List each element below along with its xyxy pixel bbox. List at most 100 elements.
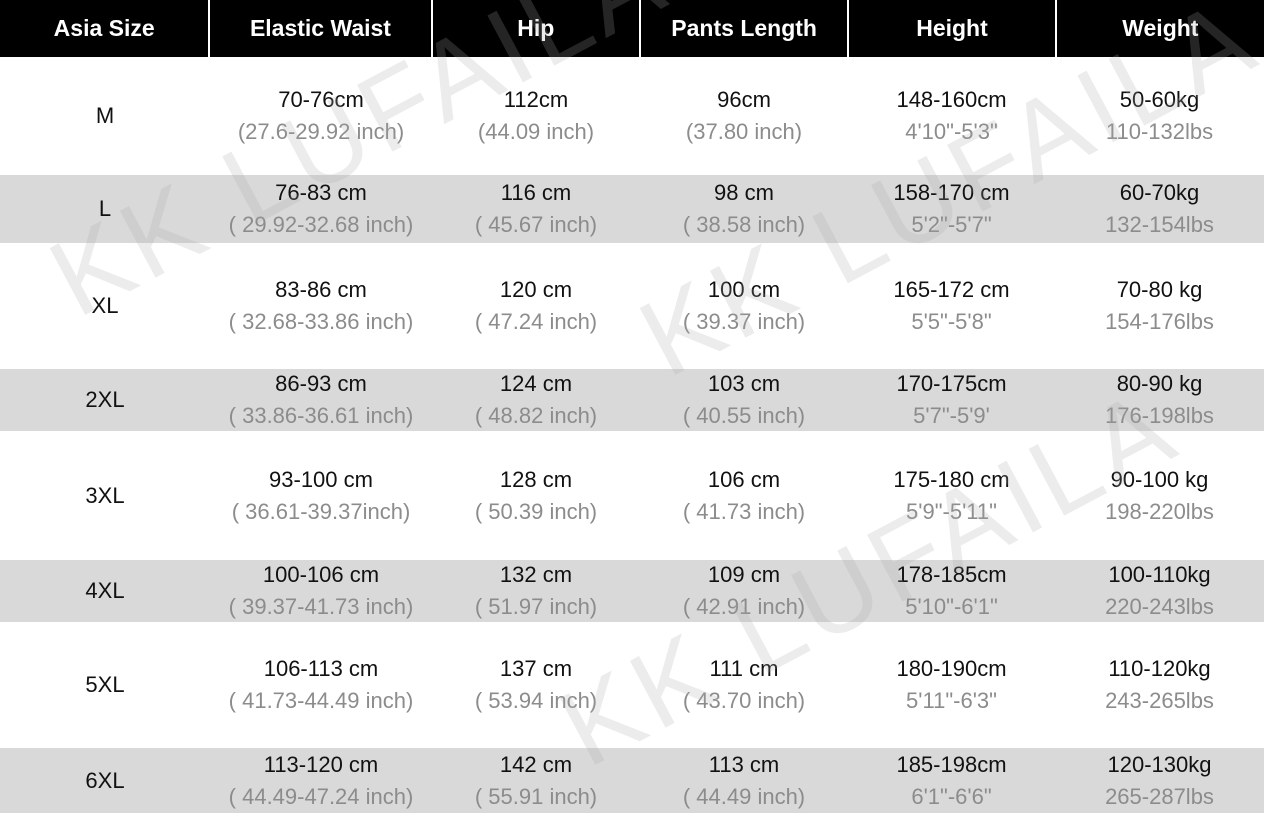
hip_in-value: ( 53.94 inch) [474, 688, 598, 713]
table-row: M 70-76cm (27.6-29.92 inch) 112cm (44.09 inc… [0, 57, 1264, 175]
length_in-value: ( 41.73 inch) [682, 498, 806, 524]
cell-hip: 112cm (44.09 inch) [432, 57, 640, 175]
height_ft-value: 5'9"-5'11" [906, 498, 997, 524]
waist-value: 93-100 cm [269, 466, 373, 492]
cell-size: L [0, 175, 210, 243]
weight_lbs-value: 110-132lbs [1105, 119, 1214, 144]
header-weight: Weight [1056, 0, 1264, 57]
cell-height: 165-172 cm 5'5"-5'8" [848, 243, 1055, 369]
cell-weight: 70-80 kg 154-176lbs [1055, 243, 1264, 369]
cell-size: 4XL [0, 560, 210, 622]
header-height: Height [849, 0, 1055, 57]
table-row: 3XL 93-100 cm ( 36.61-39.37inch) 128 cm ( 50… [0, 431, 1264, 560]
cell-hip: 128 cm ( 50.39 inch) [432, 431, 640, 560]
length-value: 100 cm [707, 277, 781, 302]
waist-value: 83-86 cm [275, 277, 367, 302]
table-row: 2XL 86-93 cm ( 33.86-36.61 inch) 124 cm ( 48… [0, 369, 1264, 431]
cell-length: 113 cm ( 44.49 inch) [640, 748, 848, 813]
height-value: 148-160cm [896, 87, 1007, 112]
length-value: 111 cm [709, 656, 779, 681]
cell-hip: 116 cm ( 45.67 inch) [432, 175, 640, 243]
cell-weight: 90-100 kg 198-220lbs [1055, 431, 1264, 560]
cell-length: 103 cm ( 40.55 inch) [640, 369, 848, 431]
cell-weight: 120-130kg 265-287lbs [1055, 748, 1264, 813]
cell-weight: 100-110kg 220-243lbs [1055, 560, 1264, 622]
hip-value: 124 cm [499, 371, 573, 396]
waist_in-value: ( 36.61-39.37inch) [231, 498, 411, 524]
length-value: 106 cm [707, 466, 781, 492]
waist_in-value: ( 29.92-32.68 inch) [228, 212, 414, 237]
waist-value: 86-93 cm [275, 371, 367, 396]
length_in-value: ( 40.55 inch) [682, 403, 806, 428]
cell-height: 148-160cm 4'10"-5'3" [848, 57, 1055, 175]
hip-value: 132 cm [499, 562, 573, 587]
cell-height: 158-170 cm 5'2"-5'7" [848, 175, 1055, 243]
length-value: 103 cm [707, 371, 781, 396]
weight-value: 60-70kg [1119, 180, 1200, 205]
size-value: XL [91, 293, 119, 318]
length-value: 96cm [717, 87, 771, 112]
waist-value: 76-83 cm [275, 180, 367, 205]
waist-value: 106-113 cm [263, 656, 379, 681]
hip-value: 142 cm [499, 751, 573, 777]
table-row: 4XL 100-106 cm ( 39.37-41.73 inch) 132 cm ( … [0, 560, 1264, 622]
weight-value: 90-100 kg [1110, 466, 1209, 492]
weight_lbs-value: 132-154lbs [1105, 212, 1214, 237]
table-row: 5XL 106-113 cm ( 41.73-44.49 inch) 137 cm ( … [0, 622, 1264, 748]
cell-weight: 50-60kg 110-132lbs [1055, 57, 1264, 175]
cell-hip: 137 cm ( 53.94 inch) [432, 622, 640, 748]
height-value: 170-175cm [896, 371, 1007, 396]
size-value: 6XL [85, 767, 125, 793]
height-value: 178-185cm [896, 562, 1007, 587]
cell-size: 3XL [0, 431, 210, 560]
hip-value: 116 cm [500, 180, 572, 205]
waist-value: 70-76cm [278, 87, 364, 112]
weight_lbs-value: 220-243lbs [1105, 594, 1214, 619]
waist_in-value: ( 39.37-41.73 inch) [228, 594, 414, 619]
header-hip: Hip [432, 0, 639, 57]
cell-size: 5XL [0, 622, 210, 748]
cell-waist: 76-83 cm ( 29.92-32.68 inch) [210, 175, 432, 243]
length_in-value: (37.80 inch) [685, 119, 803, 144]
cell-height: 178-185cm 5'10"-6'1" [848, 560, 1055, 622]
length_in-value: ( 43.70 inch) [682, 688, 806, 713]
cell-length: 100 cm ( 39.37 inch) [640, 243, 848, 369]
weight_lbs-value: 265-287lbs [1105, 783, 1214, 809]
cell-size: 2XL [0, 369, 210, 431]
cell-waist: 100-106 cm ( 39.37-41.73 inch) [210, 560, 432, 622]
waist-value: 113-120 cm [263, 751, 379, 777]
cell-hip: 132 cm ( 51.97 inch) [432, 560, 640, 622]
table-row: XL 83-86 cm ( 32.68-33.86 inch) 120 cm ( 47.… [0, 243, 1264, 369]
size-value: 3XL [85, 482, 125, 508]
height-value: 175-180 cm [893, 466, 1010, 492]
height_ft-value: 5'11"-6'3" [906, 688, 997, 713]
hip_in-value: ( 45.67 inch) [474, 212, 598, 237]
cell-size: M [0, 57, 210, 175]
height_ft-value: 4'10"-5'3" [905, 119, 998, 144]
height-value: 185-198cm [896, 751, 1007, 777]
weight_lbs-value: 176-198lbs [1105, 403, 1214, 428]
cell-waist: 86-93 cm ( 33.86-36.61 inch) [210, 369, 432, 431]
cell-length: 106 cm ( 41.73 inch) [640, 431, 848, 560]
weight-value: 110-120kg [1108, 656, 1211, 681]
length_in-value: ( 44.49 inch) [682, 783, 806, 809]
weight-value: 70-80 kg [1116, 277, 1203, 302]
cell-height: 180-190cm 5'11"-6'3" [848, 622, 1055, 748]
cell-waist: 83-86 cm ( 32.68-33.86 inch) [210, 243, 432, 369]
length-value: 109 cm [707, 562, 781, 587]
size-value: 4XL [85, 578, 125, 603]
length-value: 113 cm [708, 751, 780, 777]
weight-value: 50-60kg [1119, 87, 1200, 112]
waist_in-value: ( 32.68-33.86 inch) [228, 309, 414, 334]
cell-waist: 93-100 cm ( 36.61-39.37inch) [210, 431, 432, 560]
hip_in-value: ( 51.97 inch) [474, 594, 598, 619]
cell-length: 109 cm ( 42.91 inch) [640, 560, 848, 622]
waist_in-value: (27.6-29.92 inch) [237, 119, 405, 144]
cell-size: 6XL [0, 748, 210, 813]
hip-value: 128 cm [499, 466, 573, 492]
size-value: L [98, 196, 112, 221]
cell-hip: 120 cm ( 47.24 inch) [432, 243, 640, 369]
weight-value: 80-90 kg [1116, 371, 1203, 396]
table-header: Asia Size Elastic Waist Hip Pants Length… [0, 0, 1264, 57]
size-value: 5XL [85, 672, 125, 697]
